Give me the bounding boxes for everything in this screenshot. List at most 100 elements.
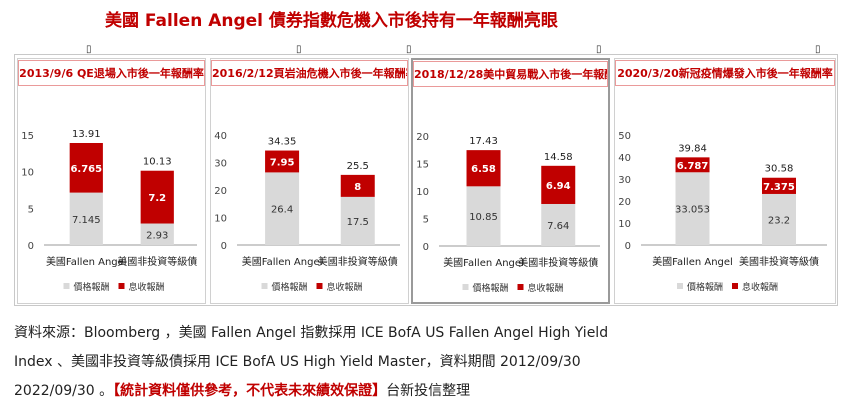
chart-panel-tradewar: 2018/12/28美中貿易戰入市後一年報酬率 0 5 10 15 20 10.85 6.5… xyxy=(411,58,610,304)
data-label-total: 14.58 xyxy=(544,152,573,163)
data-label-price: 17.5 xyxy=(347,217,369,228)
legend-swatch-income xyxy=(517,284,524,290)
y-tick-label: 30 xyxy=(214,159,227,170)
x-tick-label: 美國Fallen Angel xyxy=(46,255,127,268)
data-label-total: 10.13 xyxy=(143,157,172,168)
data-label-price: 7.64 xyxy=(547,221,569,232)
footnote-line-3: 2022/09/30 。【統計資料僅供參考，不代表未來績效保證】台新投信整理 xyxy=(14,380,470,400)
chart-shale: 0 10 20 30 40 26.4 7.95 34.35 美國Fallen Angel 17.5… xyxy=(214,131,400,293)
data-label-income: 7.375 xyxy=(763,182,795,193)
chart-qe: 0 5 10 15 7.145 6.765 13.91 美國Fallen Angel 2.93 7… xyxy=(21,129,197,293)
legend-swatch-price xyxy=(462,284,469,290)
x-tick-label: 美國非投資等級債 xyxy=(117,255,197,268)
legend-label-price: 價格報酬 xyxy=(272,281,308,293)
y-tick-label: 20 xyxy=(618,197,631,208)
y-tick-label: 15 xyxy=(21,131,34,142)
page-title: 美國 Fallen Angel 債券指數危機入市後持有一年報酬亮眼 xyxy=(105,11,558,31)
y-tick-label: 40 xyxy=(214,131,227,142)
bar-income-return xyxy=(340,174,375,197)
legend-label-income: 息收報酬 xyxy=(129,281,165,293)
bar-income-return xyxy=(762,177,796,194)
legend-label-price: 價格報酬 xyxy=(473,282,509,294)
data-label-income: 7.2 xyxy=(148,193,166,204)
legend-swatch-income xyxy=(732,283,738,289)
chart-panel-covid: 2020/3/20新冠疫情爆發入市後一年報酬率 0 10 20 30 40 50 33.05… xyxy=(614,58,836,304)
bar-price-return xyxy=(340,196,375,245)
bar-income-return xyxy=(140,170,174,224)
legend-label-income: 息收報酬 xyxy=(742,281,778,293)
x-tick-label: 美國非投資等級債 xyxy=(318,255,398,268)
chart-title: 2013/9/6 QE退場入市後一年報酬率 xyxy=(18,60,205,86)
x-tick-label: 美國非投資等級債 xyxy=(739,255,819,268)
data-label-total: 30.58 xyxy=(765,164,794,175)
data-label-total: 13.91 xyxy=(72,129,101,140)
y-tick-label: 20 xyxy=(214,186,227,197)
stray-mark: ▯ xyxy=(815,44,821,55)
chart-title: 2020/3/20新冠疫情爆發入市後一年報酬率 xyxy=(615,60,835,86)
stray-mark: ▯ xyxy=(406,44,412,55)
x-tick-label: 美國Fallen Angel xyxy=(652,255,733,268)
data-label-price: 23.2 xyxy=(768,215,790,226)
legend-label-price: 價格報酬 xyxy=(74,281,110,293)
legend-swatch-income xyxy=(118,283,125,289)
bar-price-return xyxy=(762,193,796,245)
legend-label-income: 息收報酬 xyxy=(327,281,363,293)
y-tick-label: 30 xyxy=(618,175,631,186)
legend-swatch-price xyxy=(63,283,70,289)
chart-panel-qe: 2013/9/6 QE退場入市後一年報酬率 0 5 10 15 7.145 6.765 13… xyxy=(17,58,206,304)
legend-label-price: 價格報酬 xyxy=(687,281,723,293)
y-tick-label: 0 xyxy=(28,241,34,252)
data-label-price: 2.93 xyxy=(146,230,168,241)
data-label-price: 26.4 xyxy=(271,205,293,216)
bar-income-return xyxy=(541,165,576,204)
data-label-income: 6.94 xyxy=(546,181,571,192)
x-tick-label: 美國非投資等級債 xyxy=(518,256,598,269)
data-label-total: 34.35 xyxy=(268,137,297,148)
bar-income-return xyxy=(69,142,103,193)
legend-swatch-price xyxy=(261,283,268,289)
data-label-income: 6.58 xyxy=(471,164,496,175)
data-label-total: 17.43 xyxy=(469,136,498,147)
footnote-source: 台新投信整理 xyxy=(386,383,471,399)
data-label-price: 7.145 xyxy=(72,215,101,226)
chart-title: 2018/12/28美中貿易戰入市後一年報酬率 xyxy=(413,61,608,87)
legend-swatch-price xyxy=(677,283,683,289)
y-tick-label: 10 xyxy=(618,219,631,230)
stray-mark: ▯ xyxy=(296,44,302,55)
legend-swatch-income xyxy=(316,283,323,289)
y-tick-label: 15 xyxy=(416,160,429,171)
bar-price-return xyxy=(675,172,710,245)
bar-price-return xyxy=(541,203,576,246)
y-tick-label: 5 xyxy=(28,204,34,215)
chart-covid: 0 10 20 30 40 50 33.053 6.787 39.84 美國Fallen Ange… xyxy=(618,131,827,293)
bar-income-return xyxy=(265,150,300,173)
y-tick-label: 50 xyxy=(618,131,631,142)
y-tick-label: 40 xyxy=(618,153,631,164)
y-tick-label: 0 xyxy=(625,241,631,252)
chart-title: 2016/2/12頁岩油危機入市後一年報酬率 xyxy=(211,60,408,86)
data-label-income: 6.787 xyxy=(677,161,709,172)
y-tick-label: 20 xyxy=(416,132,429,143)
y-tick-label: 5 xyxy=(423,215,429,226)
data-label-total: 39.84 xyxy=(678,143,707,154)
y-tick-label: 10 xyxy=(21,168,34,179)
data-label-income: 8 xyxy=(354,182,361,193)
y-tick-label: 10 xyxy=(214,214,227,225)
legend-label-income: 息收報酬 xyxy=(528,282,564,294)
stray-mark: ▯ xyxy=(86,44,92,55)
bar-income-return xyxy=(675,157,710,173)
disclaimer-text: 【統計資料僅供參考，不代表未來績效保證】 xyxy=(113,383,387,399)
footnote-date: 2022/09/30 。 xyxy=(14,383,114,399)
data-label-income: 7.95 xyxy=(270,157,295,168)
chart-panel-shale: 2016/2/12頁岩油危機入市後一年報酬率 0 10 20 30 40 26.4 7.95… xyxy=(210,58,409,304)
bar-price-return xyxy=(140,223,174,245)
chart-tradewar: 0 5 10 15 20 10.85 6.58 17.43 美國Fallen Angel 7.64… xyxy=(416,132,600,294)
y-tick-label: 0 xyxy=(423,242,429,253)
stray-mark: ▯ xyxy=(596,44,602,55)
data-label-price: 10.85 xyxy=(469,212,498,223)
data-label-total: 25.5 xyxy=(347,161,369,172)
bar-price-return xyxy=(466,186,501,246)
data-label-price: 33.053 xyxy=(675,205,710,216)
y-tick-label: 10 xyxy=(416,187,429,198)
footnote-line-2: Index 、美國非投資等級債採用 ICE BofA US High Yield… xyxy=(14,354,581,370)
